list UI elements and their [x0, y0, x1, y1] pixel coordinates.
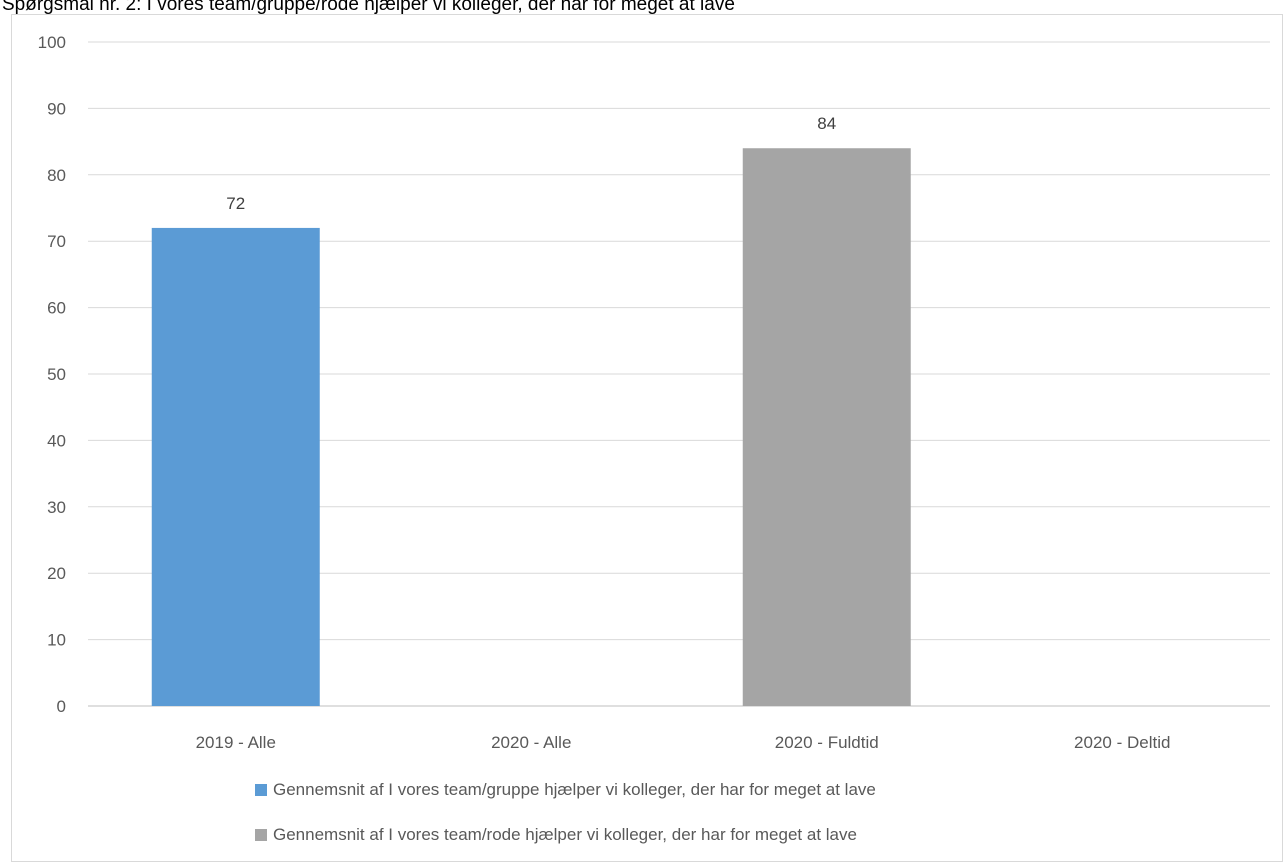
legend-swatch-2: [255, 829, 267, 841]
data-label: 84: [817, 114, 836, 133]
y-tick-label: 70: [47, 232, 66, 251]
x-tick-label: 2019 - Alle: [196, 733, 276, 752]
y-tick-label: 50: [47, 365, 66, 384]
y-tick-label: 100: [38, 33, 66, 52]
bar: [742, 148, 911, 707]
legend-label-1: Gennemsnit af I vores team/gruppe hjælpe…: [273, 780, 876, 799]
bar: [151, 227, 320, 707]
x-tick-label: 2020 - Fuldtid: [775, 733, 879, 752]
chart-title: Spørgsmål nr. 2: I vores team/gruppe/rod…: [2, 0, 735, 15]
y-tick-label: 30: [47, 498, 66, 517]
legend-item-1: Gennemsnit af I vores team/gruppe hjælpe…: [255, 780, 876, 800]
y-tick-label: 40: [47, 431, 66, 450]
y-tick-label: 60: [47, 299, 66, 318]
y-tick-label: 0: [57, 697, 66, 716]
legend-swatch-1: [255, 784, 267, 796]
legend-label-2: Gennemsnit af I vores team/rode hjælper …: [273, 825, 857, 844]
x-tick-label: 2020 - Alle: [491, 733, 571, 752]
data-label: 72: [226, 194, 245, 213]
legend-item-2: Gennemsnit af I vores team/rode hjælper …: [255, 825, 857, 845]
x-tick-label: 2020 - Deltid: [1074, 733, 1170, 752]
chart-frame: [11, 14, 1283, 862]
y-tick-label: 80: [47, 166, 66, 185]
y-tick-label: 10: [47, 631, 66, 650]
y-tick-label: 90: [47, 99, 66, 118]
y-tick-label: 20: [47, 564, 66, 583]
